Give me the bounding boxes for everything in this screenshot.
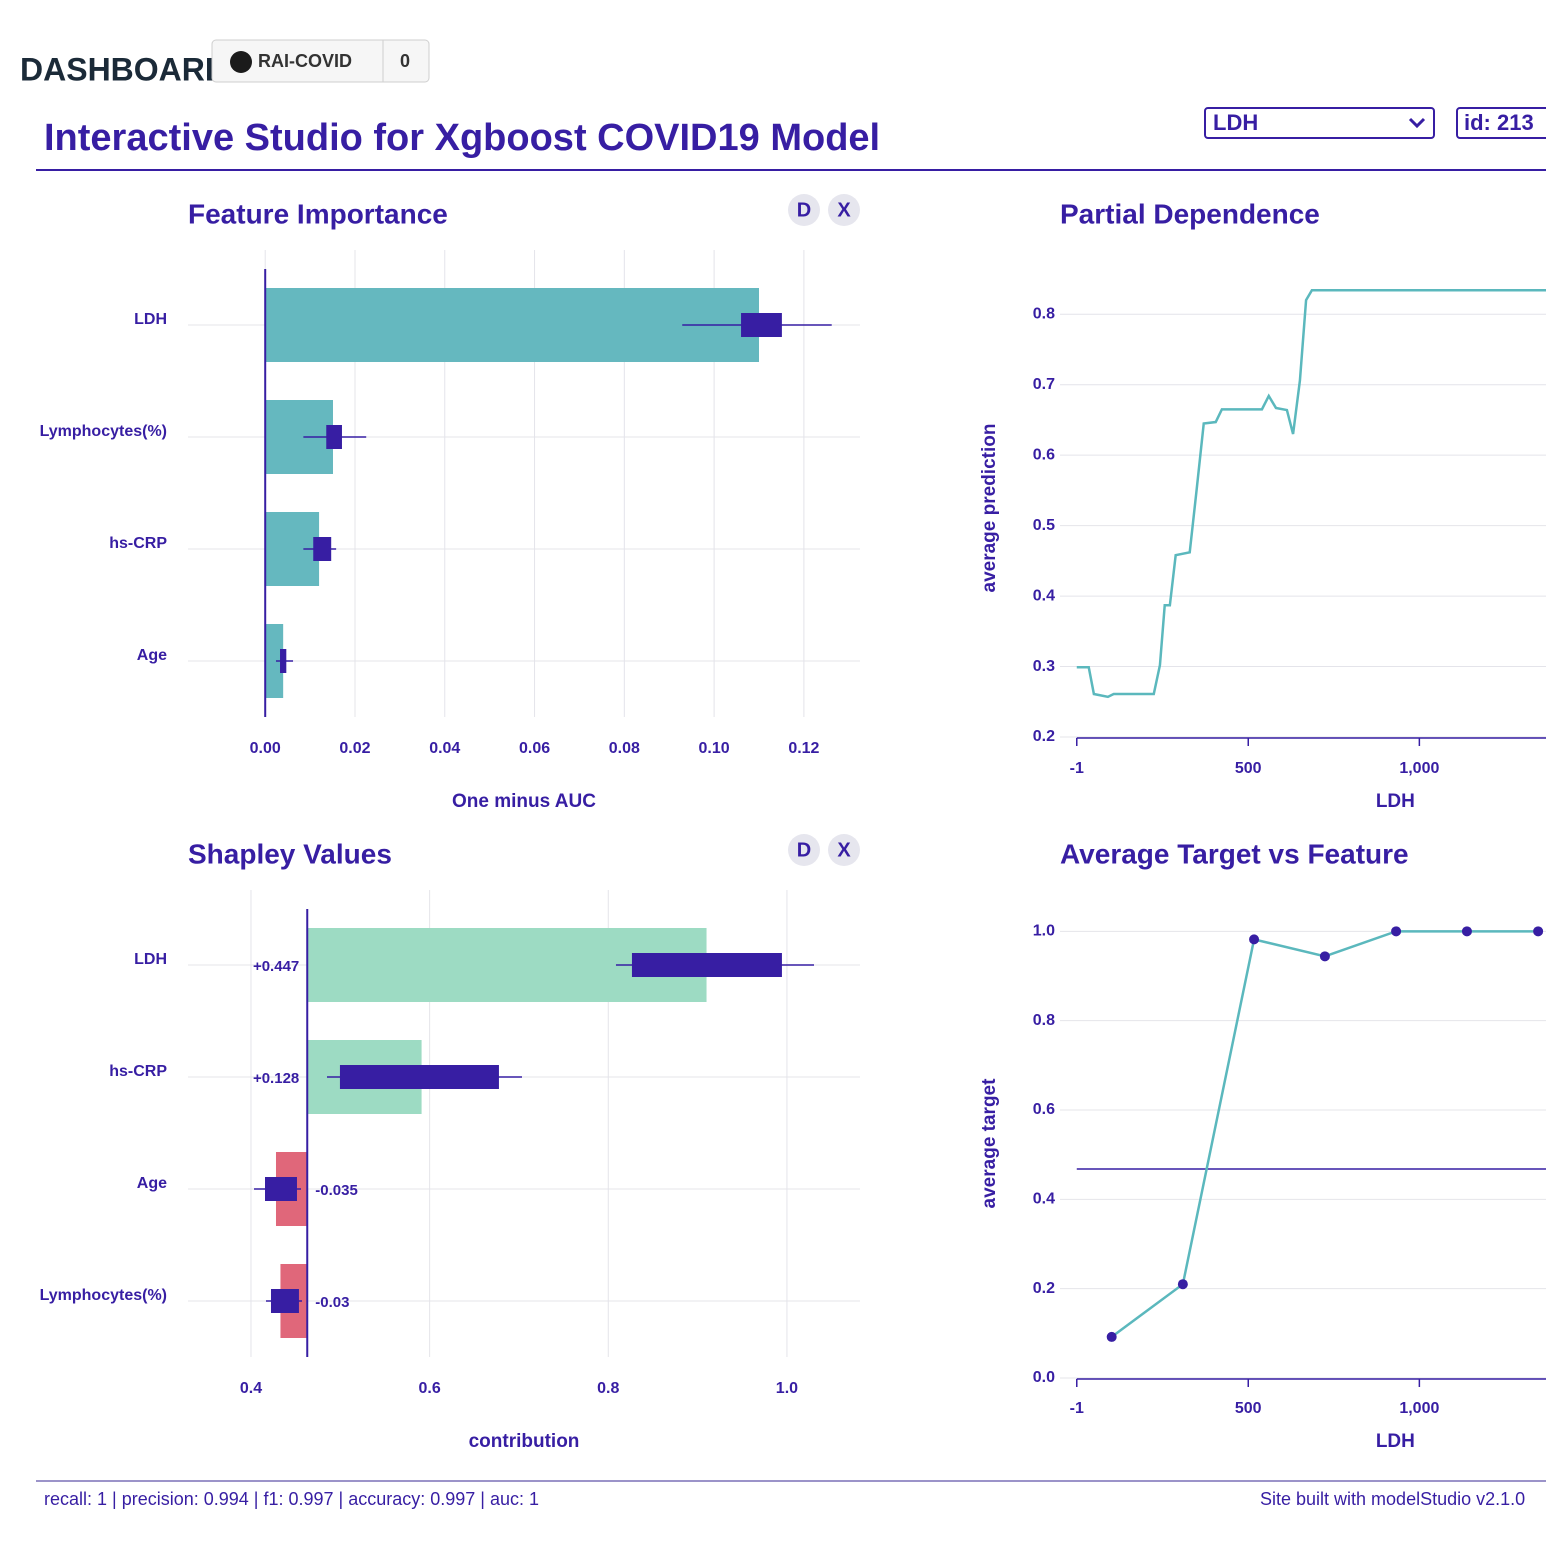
id-box[interactable] <box>1456 107 1546 139</box>
value-label: +0.128 <box>253 1070 299 1087</box>
x-tick-label: 0.10 <box>699 740 730 757</box>
y-tick-label: 0.6 <box>1033 446 1055 463</box>
y-tick-label: Lymphocytes(%) <box>40 1287 167 1304</box>
x-tick-label: 0.00 <box>250 740 281 757</box>
github-icon <box>230 51 252 73</box>
y-tick-label: 0.6 <box>1033 1101 1055 1118</box>
x-tick-label: 1,000 <box>1399 1400 1439 1417</box>
point <box>1177 1279 1188 1290</box>
y-tick-label: 0.0 <box>1033 1369 1055 1386</box>
chart-title: Feature Importance <box>188 198 448 229</box>
bar <box>265 288 759 362</box>
bar <box>265 624 284 698</box>
y-axis-title: average target <box>979 1078 1000 1209</box>
button-x-label[interactable]: X <box>837 839 851 861</box>
x-tick-label: 1.0 <box>776 1380 798 1397</box>
y-tick-label: 1.0 <box>1033 923 1055 940</box>
box <box>280 649 287 673</box>
x-axis-title: contribution <box>469 1431 580 1452</box>
chart-title: Shapley Values <box>188 838 392 869</box>
point <box>1249 934 1260 945</box>
x-tick-label: 0.02 <box>339 740 370 757</box>
line <box>1076 289 1546 699</box>
y-tick-label: Lymphocytes(%) <box>40 423 167 440</box>
x-axis-title: LDH <box>1376 791 1415 812</box>
brand: DASHBOARD <box>20 51 228 87</box>
x-tick-label: 1,000 <box>1399 760 1439 777</box>
button-x-label[interactable]: X <box>837 199 851 221</box>
y-tick-label: LDH <box>134 951 167 968</box>
line <box>1110 930 1539 1338</box>
x-tick-label: 0.6 <box>419 1380 441 1397</box>
y-tick-label: LDH <box>134 311 167 328</box>
point <box>1391 926 1402 937</box>
point <box>1533 926 1544 937</box>
y-tick-label: 0.2 <box>1033 728 1055 745</box>
button-d-label[interactable]: D <box>797 839 811 861</box>
y-tick-label: hs-CRP <box>109 535 167 552</box>
github-button[interactable] <box>211 39 430 83</box>
chart-title: Partial Dependence <box>1060 198 1320 229</box>
x-tick-label: -1 <box>1070 760 1084 777</box>
button-d-label[interactable]: D <box>797 199 811 221</box>
box <box>631 953 782 977</box>
x-axis-title: LDH <box>1376 1431 1415 1452</box>
x-axis-title: One minus AUC <box>452 791 596 812</box>
select-arrow <box>1408 117 1426 129</box>
y-tick-label: Age <box>137 1175 167 1192</box>
value-label: -0.03 <box>315 1294 349 1311</box>
x-tick-label: 0.08 <box>609 740 640 757</box>
box <box>264 1177 297 1201</box>
y-tick-label: 0.2 <box>1033 1280 1055 1297</box>
value-label: +0.447 <box>253 958 299 975</box>
box <box>339 1065 499 1089</box>
point <box>1319 951 1330 962</box>
x-tick-label: 500 <box>1235 760 1262 777</box>
button-x[interactable] <box>828 834 860 866</box>
y-tick-label: Age <box>137 647 167 664</box>
footer-credit: Site built with modelStudio v2.1.0 <box>1260 1489 1525 1509</box>
x-tick-label: 0.4 <box>240 1380 262 1397</box>
button-d[interactable] <box>788 194 820 226</box>
button-x[interactable] <box>828 194 860 226</box>
x-tick-label: 0.06 <box>519 740 550 757</box>
y-tick-label: hs-CRP <box>109 1063 167 1080</box>
y-axis-title: average prediction <box>979 424 1000 593</box>
chart-title: Average Target vs Feature <box>1060 838 1409 869</box>
x-tick-label: 0.8 <box>597 1380 619 1397</box>
x-tick-label: -1 <box>1070 1400 1084 1417</box>
y-tick-label: 0.8 <box>1033 305 1055 322</box>
panel-buttons: D X D X <box>788 194 860 866</box>
value-label: -0.035 <box>315 1182 358 1199</box>
point <box>1461 926 1472 937</box>
observation-id[interactable]: id: 213 <box>1464 110 1534 135</box>
point <box>1106 1331 1117 1342</box>
box <box>270 1289 299 1313</box>
y-tick-label: 0.4 <box>1033 587 1055 604</box>
y-tick-label: 0.7 <box>1033 376 1055 393</box>
x-tick-label: 500 <box>1235 1400 1262 1417</box>
feature-select[interactable] <box>1204 107 1435 139</box>
button-d[interactable] <box>788 834 820 866</box>
select-value[interactable]: LDH <box>1213 110 1258 135</box>
page-title: Interactive Studio for Xgboost COVID19 M… <box>44 117 880 159</box>
y-tick-label: 0.3 <box>1033 658 1055 675</box>
star-count: 0 <box>400 51 410 71</box>
x-tick-label: 0.12 <box>788 740 819 757</box>
footer-metrics: recall: 1 | precision: 0.994 | f1: 0.997… <box>44 1489 539 1509</box>
box <box>741 313 782 337</box>
y-tick-label: 0.8 <box>1033 1012 1055 1029</box>
y-tick-label: 0.5 <box>1033 517 1055 534</box>
box <box>313 537 332 561</box>
box <box>326 425 342 449</box>
y-tick-label: 0.4 <box>1033 1191 1055 1208</box>
x-tick-label: 0.04 <box>429 740 460 757</box>
repo-name[interactable]: RAI-COVID <box>258 51 352 71</box>
